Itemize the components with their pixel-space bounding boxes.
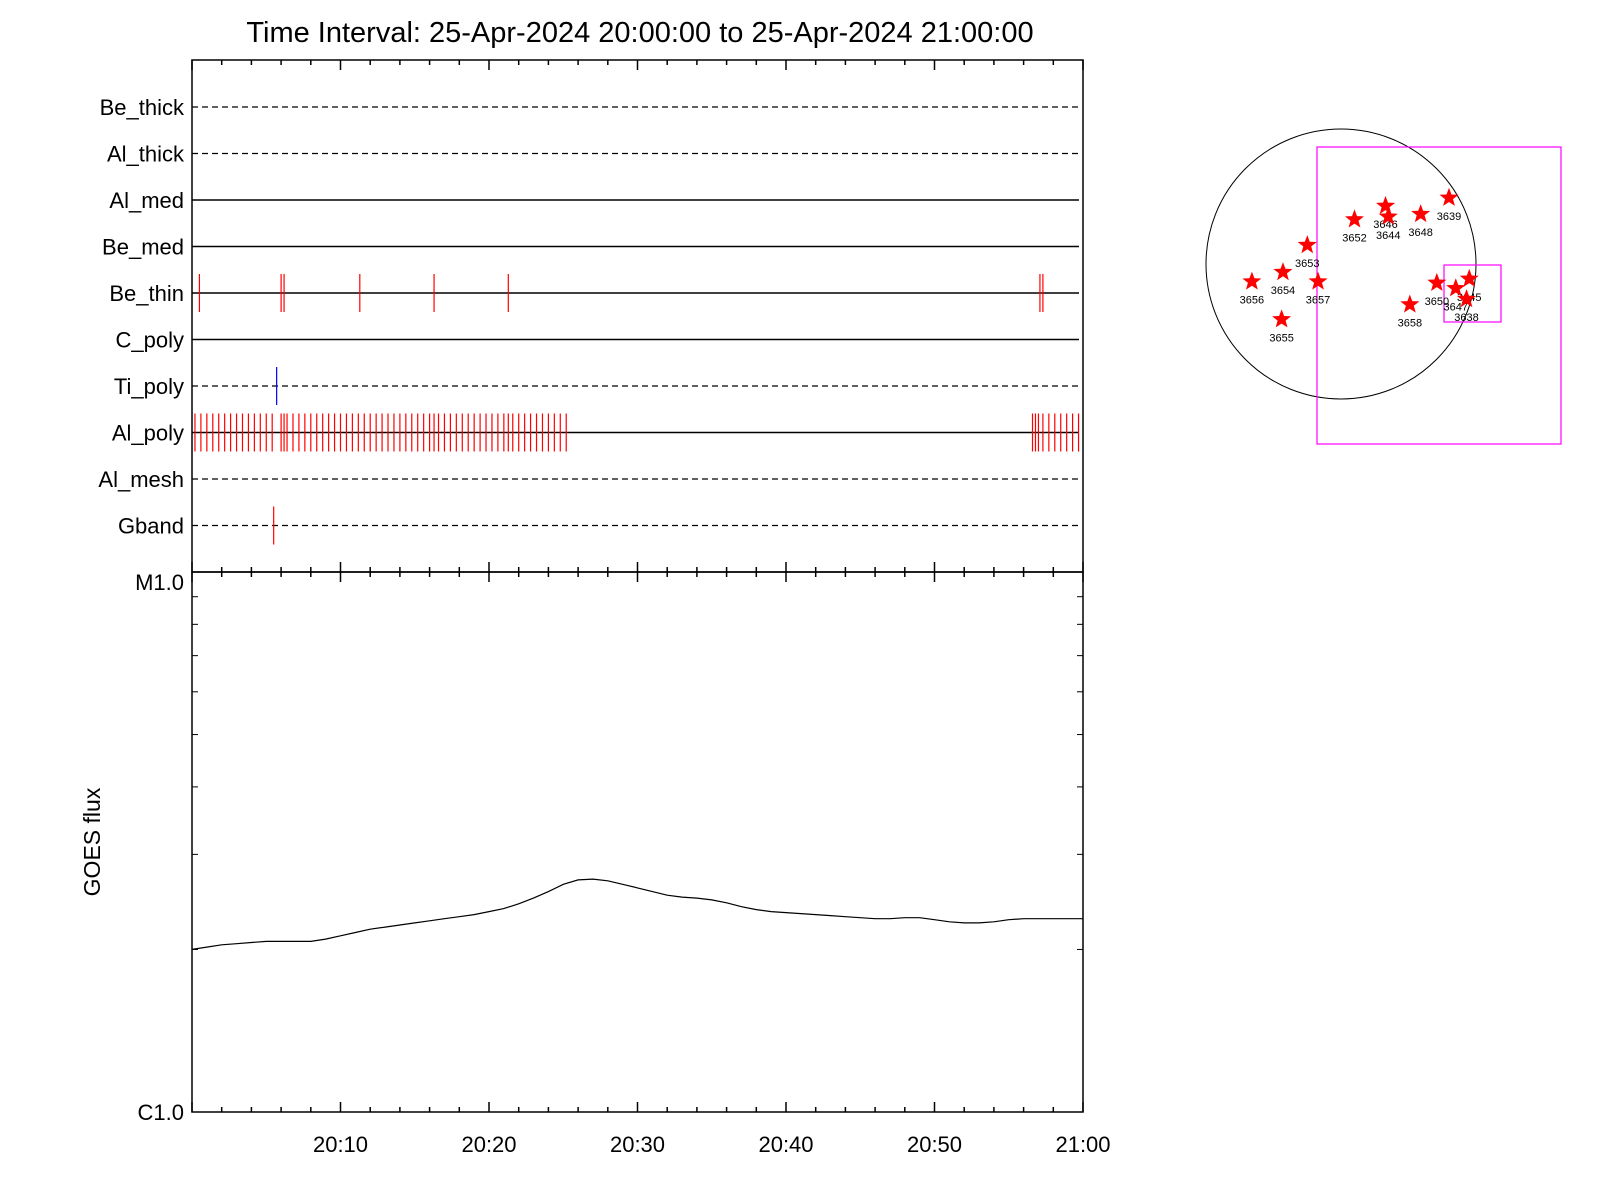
- active-region-label: 3648: [1408, 227, 1432, 239]
- active-region-star: [1459, 268, 1479, 287]
- active-region-star: [1400, 294, 1420, 313]
- filter-row-label: Al_med: [109, 188, 184, 213]
- filter-row-label: Al_mesh: [98, 467, 184, 492]
- active-region-label: 3655: [1269, 332, 1293, 344]
- goes-flux-axis-label: GOES flux: [79, 787, 105, 896]
- filter-row-label: Gband: [118, 514, 184, 539]
- filter-timeline-panel: Be_thick Al_thick Al_med Be_med Be_thin C_pol…: [98, 59, 1084, 573]
- filter-row-label: Be_med: [102, 235, 184, 260]
- y-tick-label: M1.0: [135, 570, 184, 595]
- active-region-label: 3654: [1271, 285, 1295, 297]
- active-region-label: 3638: [1454, 312, 1478, 324]
- active-region-label: 3656: [1240, 295, 1264, 307]
- active-region-star: [1376, 195, 1396, 214]
- x-tick-label: 20:30: [610, 1132, 665, 1157]
- chart-title: Time Interval: 25-Apr-2024 20:00:00 to 2…: [246, 17, 1033, 49]
- active-region-label: 3652: [1342, 232, 1366, 244]
- active-region-star: [1297, 235, 1317, 254]
- x-tick-label: 20:40: [758, 1132, 813, 1157]
- x-tick-label: 21:00: [1055, 1132, 1110, 1157]
- flux-frame: [191, 571, 1084, 1113]
- fov-box-large: [1316, 146, 1562, 445]
- active-region-star: [1345, 209, 1364, 228]
- timeline-frame: [191, 59, 1084, 573]
- filter-row-label: Al_poly: [112, 421, 184, 446]
- goes-flux-panel: GOES flux C1.0 M1.0 20:10 20:20 20:30 20:40 2…: [79, 570, 1111, 1157]
- active-region-star: [1457, 289, 1477, 308]
- active-region-label: 3653: [1295, 258, 1319, 270]
- active-region-star: [1378, 206, 1398, 225]
- solar-disk-outline: [1205, 128, 1477, 400]
- x-tick-label: 20:50: [907, 1132, 962, 1157]
- active-region-star: [1242, 271, 1262, 290]
- active-region-label: 3650: [1425, 296, 1449, 308]
- active-region-star: [1273, 262, 1293, 281]
- y-tick-label: C1.0: [138, 1100, 184, 1125]
- filter-row-label: Be_thin: [109, 281, 184, 306]
- filter-row-label: Al_thick: [107, 142, 185, 167]
- goes-flux-line: [191, 878, 1083, 950]
- filter-row-label: Be_thick: [100, 95, 185, 120]
- active-region-star: [1446, 278, 1466, 297]
- active-region-star: [1427, 272, 1447, 291]
- active-region-label: 3658: [1398, 318, 1422, 330]
- active-region-star: [1439, 187, 1459, 206]
- x-tick-label: 20:20: [461, 1132, 516, 1157]
- fov-box-small: [1443, 264, 1502, 323]
- active-region-star: [1411, 204, 1431, 223]
- filter-row-label: C_poly: [116, 328, 184, 353]
- filter-row-label: Ti_poly: [114, 374, 184, 399]
- active-region-star: [1308, 271, 1328, 290]
- active-region-label: 3644: [1376, 230, 1400, 242]
- active-region-label: 3657: [1306, 295, 1330, 307]
- x-tick-label: 20:10: [313, 1132, 368, 1157]
- active-region-label: 3639: [1437, 211, 1461, 223]
- active-region-star: [1272, 309, 1292, 328]
